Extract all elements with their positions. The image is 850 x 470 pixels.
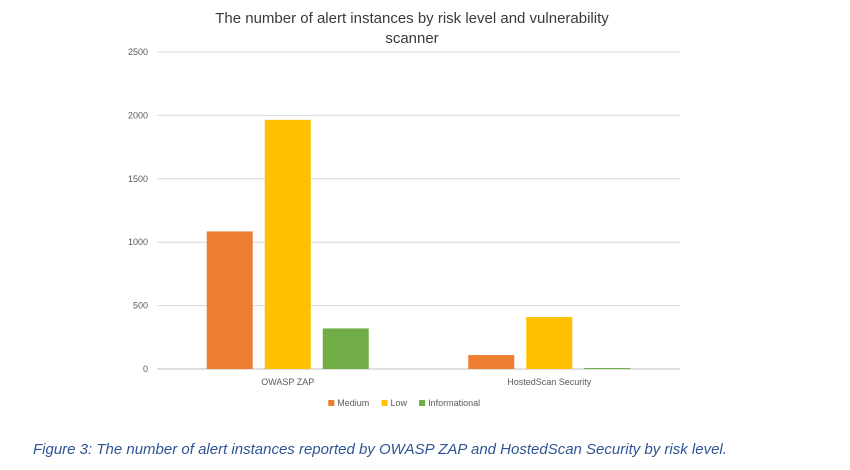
legend: Medium Low Informational — [328, 398, 480, 408]
bar-informational — [584, 367, 631, 369]
x-category-label: HostedScan Security — [507, 377, 592, 387]
bar-informational — [322, 328, 369, 369]
y-tick-label: 500 — [133, 301, 148, 311]
bar-medium — [468, 355, 515, 369]
chart-title-line-1: The number of alert instances by risk le… — [215, 10, 609, 27]
legend-label-low: Low — [391, 398, 408, 408]
y-tick-label: 1000 — [128, 237, 148, 247]
y-tick-label: 2500 — [128, 47, 148, 57]
y-tick-label: 1500 — [128, 174, 148, 184]
y-axis-ticks: 0 500 1000 1500 2000 2500 — [128, 47, 148, 374]
y-tick-label: 2000 — [128, 110, 148, 120]
bar-low — [264, 119, 311, 369]
chart-title-line-2: scanner — [385, 30, 438, 47]
legend-swatch-informational — [419, 400, 426, 406]
chart-title: The number of alert instances by risk le… — [215, 10, 609, 47]
y-tick-label: 0 — [143, 364, 148, 374]
figure-caption: Figure 3: The number of alert instances … — [33, 441, 727, 458]
bar-chart: The number of alert instances by risk le… — [128, 10, 680, 408]
legend-label-informational: Informational — [428, 398, 480, 408]
bars — [206, 119, 631, 369]
x-axis-categories: OWASP ZAP HostedScan Security — [261, 377, 592, 387]
bar-low — [526, 317, 573, 369]
x-category-label: OWASP ZAP — [261, 377, 314, 387]
legend-swatch-medium — [328, 400, 335, 406]
bar-medium — [206, 231, 253, 369]
legend-swatch-low — [381, 400, 388, 406]
legend-label-medium: Medium — [337, 398, 369, 408]
